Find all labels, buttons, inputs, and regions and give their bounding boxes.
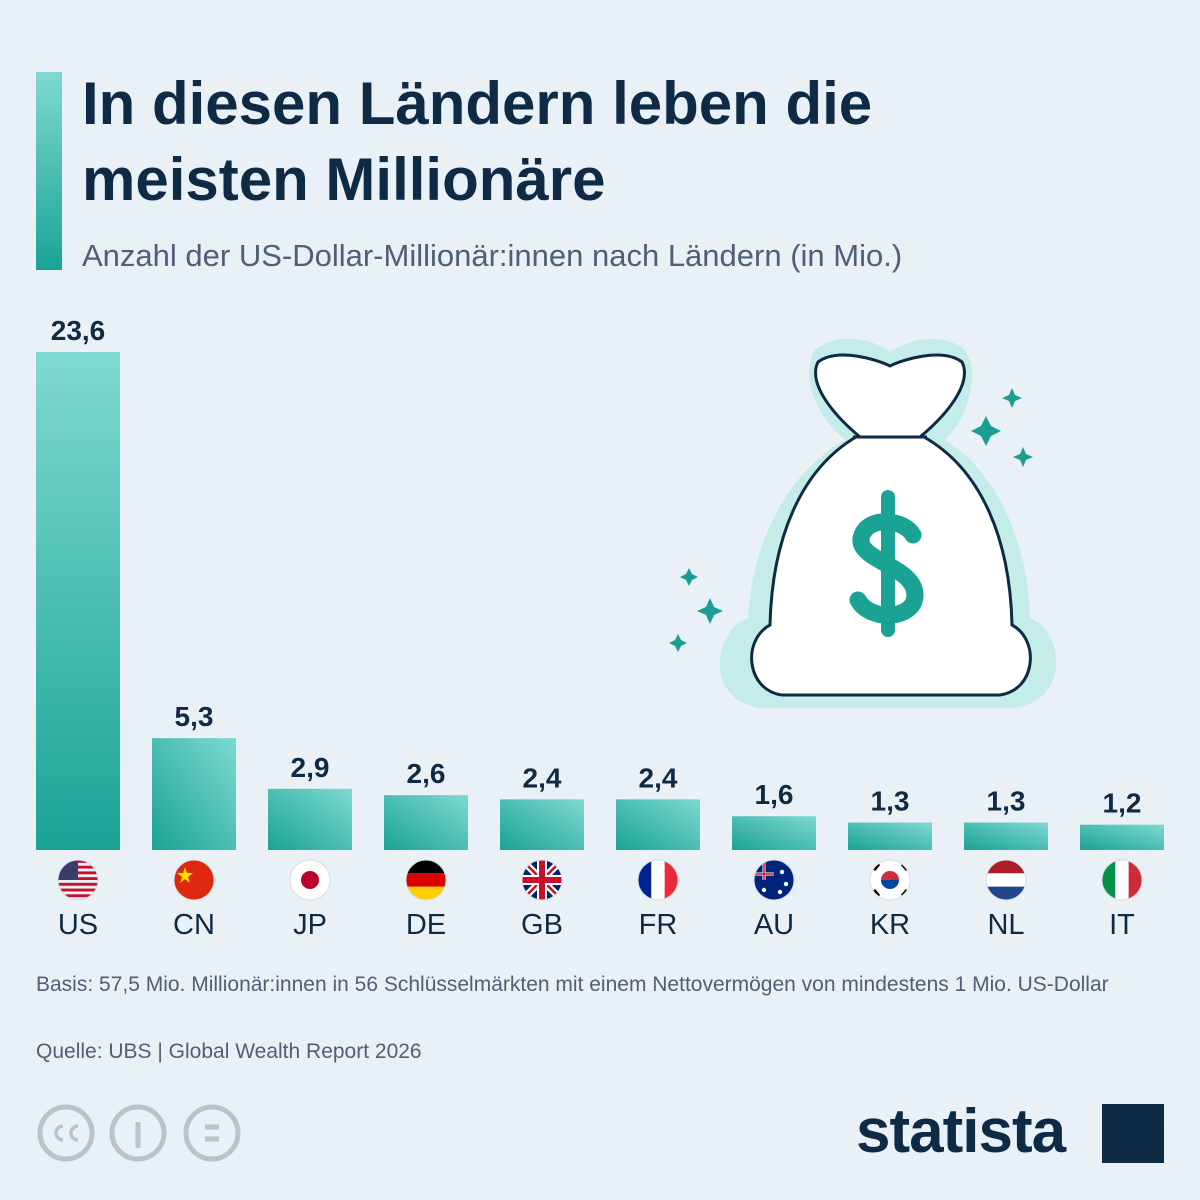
flag <box>985 859 1027 901</box>
flag-border <box>637 859 679 901</box>
flag-part <box>872 863 909 897</box>
flag-inner <box>754 860 794 900</box>
flag-part <box>881 871 899 880</box>
flag-inner <box>870 860 910 900</box>
flag-part <box>783 881 789 887</box>
x-tick-label: JP <box>293 909 327 941</box>
flag-inner <box>406 860 446 900</box>
value-label: 2,9 <box>291 752 330 783</box>
flag-border <box>753 859 795 901</box>
bar <box>964 822 1048 850</box>
flag-part <box>301 871 319 889</box>
flag-part <box>986 873 1026 887</box>
value-label: 2,4 <box>523 762 562 793</box>
flag-border <box>869 859 911 901</box>
bar <box>36 352 120 850</box>
flag-border <box>173 859 215 901</box>
flag-inner <box>1102 860 1142 900</box>
flag-part <box>1115 860 1129 900</box>
flag-part <box>174 860 214 900</box>
flag <box>637 859 679 901</box>
flag-inner <box>986 860 1026 900</box>
chart-subtitle: Anzahl der US-Dollar-Millionär:innen nac… <box>82 238 903 273</box>
money-bag <box>669 338 1057 708</box>
flag-border <box>985 859 1027 901</box>
flag-part <box>761 887 767 893</box>
flag-border <box>521 859 563 901</box>
footnote: Basis: 57,5 Mio. Millionär:innen in 56 S… <box>36 973 1109 996</box>
flag-inner <box>522 860 562 900</box>
bar <box>616 799 700 850</box>
bar <box>732 816 816 850</box>
value-label: 5,3 <box>175 701 214 732</box>
flag-part <box>754 860 794 900</box>
flag <box>1101 859 1143 901</box>
bar <box>500 799 584 850</box>
flag-inner <box>174 860 214 900</box>
bar <box>1080 824 1164 850</box>
source: Quelle: UBS | Global Wealth Report 2026 <box>36 1040 422 1063</box>
flag-border <box>289 859 331 901</box>
flag-part <box>406 873 446 887</box>
flag-border <box>1101 859 1143 901</box>
flag-part <box>406 886 446 900</box>
flag <box>753 859 795 901</box>
flag-part <box>986 886 1026 900</box>
flag <box>57 859 99 901</box>
x-tick-label: NL <box>987 909 1024 941</box>
flag-inner <box>58 860 98 898</box>
bar <box>268 788 352 850</box>
flag-part <box>986 860 1026 874</box>
flag-part <box>522 860 562 900</box>
flag <box>289 859 331 901</box>
flag-part <box>406 860 446 874</box>
flag-inner <box>638 860 678 900</box>
flag-part <box>779 869 785 875</box>
x-tick-label: AU <box>754 909 794 941</box>
value-label: 1,2 <box>1103 788 1142 819</box>
flag-part <box>638 860 652 900</box>
flag-part <box>1102 860 1116 900</box>
flag <box>173 859 215 901</box>
value-label: 1,3 <box>987 786 1026 817</box>
flag-part <box>58 894 98 898</box>
x-tick-label: IT <box>1109 909 1135 941</box>
flag-part <box>777 889 783 895</box>
flag <box>405 859 447 901</box>
flag-part <box>754 860 774 880</box>
flag <box>521 859 563 901</box>
x-tick-label: US <box>58 909 98 941</box>
logo: statista <box>856 1097 1066 1166</box>
flag-part <box>881 880 899 889</box>
flag <box>869 859 911 901</box>
value-label: 2,4 <box>639 762 678 793</box>
bar <box>384 795 468 850</box>
flag-part <box>664 860 678 900</box>
x-tick-label: FR <box>639 909 678 941</box>
flag-part <box>58 888 98 892</box>
license-icons <box>37 1104 241 1162</box>
x-tick-label: GB <box>521 909 563 941</box>
flag-border <box>57 859 99 901</box>
accent-bar <box>36 72 62 270</box>
value-label: 2,6 <box>407 758 446 789</box>
flag-border <box>405 859 447 901</box>
flag-part <box>651 860 665 900</box>
value-label: 1,6 <box>755 779 794 810</box>
statista-mark <box>1102 1104 1164 1163</box>
bar <box>152 738 236 850</box>
bar <box>848 822 932 850</box>
flag-part <box>177 867 193 883</box>
flag-inner <box>290 860 330 900</box>
x-tick-label: CN <box>173 909 215 941</box>
flag-part <box>58 882 98 886</box>
x-tick-label: DE <box>406 909 446 941</box>
flag-part <box>1128 860 1142 900</box>
value-label: 1,3 <box>871 786 910 817</box>
x-tick-label: KR <box>870 909 910 941</box>
value-label: 23,6 <box>51 315 106 346</box>
chart-title: In diesen Ländern leben die meisten Mill… <box>82 70 873 213</box>
